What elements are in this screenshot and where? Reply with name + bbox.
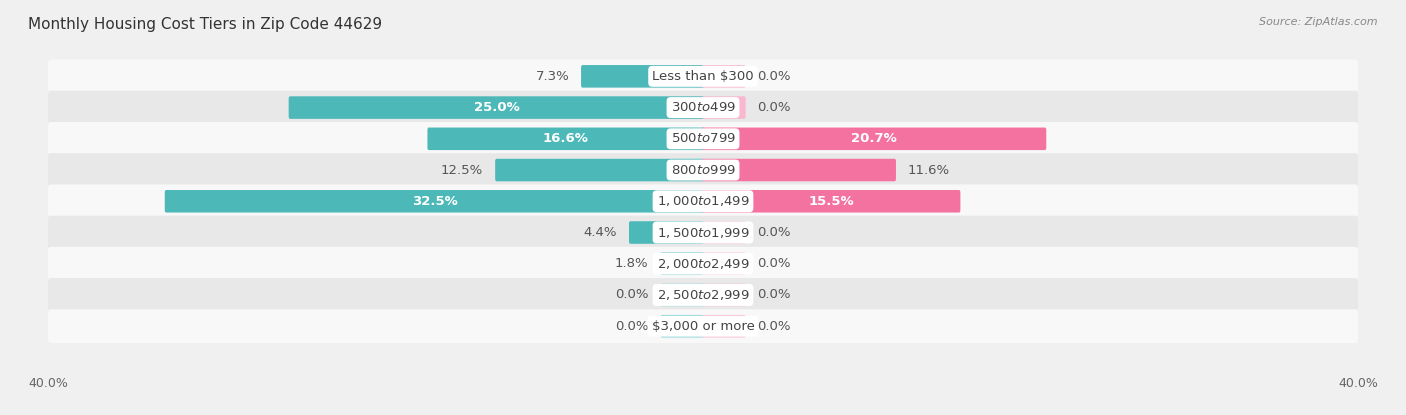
Text: 0.0%: 0.0% <box>614 288 648 301</box>
Text: 11.6%: 11.6% <box>908 164 950 176</box>
FancyBboxPatch shape <box>48 216 1358 249</box>
FancyBboxPatch shape <box>702 190 960 212</box>
Text: 0.0%: 0.0% <box>758 101 792 114</box>
FancyBboxPatch shape <box>702 65 745 88</box>
Text: 0.0%: 0.0% <box>758 226 792 239</box>
FancyBboxPatch shape <box>702 221 745 244</box>
FancyBboxPatch shape <box>661 252 704 275</box>
FancyBboxPatch shape <box>165 190 704 212</box>
Text: 1.8%: 1.8% <box>614 257 648 270</box>
FancyBboxPatch shape <box>702 252 745 275</box>
Text: $2,500 to $2,999: $2,500 to $2,999 <box>657 288 749 302</box>
Text: $2,000 to $2,499: $2,000 to $2,499 <box>657 257 749 271</box>
Text: Source: ZipAtlas.com: Source: ZipAtlas.com <box>1260 17 1378 27</box>
FancyBboxPatch shape <box>702 96 745 119</box>
Text: 0.0%: 0.0% <box>614 320 648 333</box>
Text: Less than $300: Less than $300 <box>652 70 754 83</box>
Text: Monthly Housing Cost Tiers in Zip Code 44629: Monthly Housing Cost Tiers in Zip Code 4… <box>28 17 382 32</box>
Text: 12.5%: 12.5% <box>441 164 484 176</box>
FancyBboxPatch shape <box>702 159 896 181</box>
FancyBboxPatch shape <box>48 309 1358 343</box>
FancyBboxPatch shape <box>702 315 745 337</box>
FancyBboxPatch shape <box>48 122 1358 156</box>
Text: $800 to $999: $800 to $999 <box>671 164 735 176</box>
Text: 40.0%: 40.0% <box>28 377 67 390</box>
Text: $3,000 or more: $3,000 or more <box>651 320 755 333</box>
FancyBboxPatch shape <box>48 184 1358 218</box>
FancyBboxPatch shape <box>495 159 704 181</box>
Text: 25.0%: 25.0% <box>474 101 519 114</box>
FancyBboxPatch shape <box>661 284 704 306</box>
FancyBboxPatch shape <box>427 127 704 150</box>
Text: 15.5%: 15.5% <box>808 195 853 208</box>
FancyBboxPatch shape <box>48 91 1358 124</box>
Text: $300 to $499: $300 to $499 <box>671 101 735 114</box>
Text: 0.0%: 0.0% <box>758 320 792 333</box>
Text: 0.0%: 0.0% <box>758 70 792 83</box>
Text: 4.4%: 4.4% <box>583 226 617 239</box>
Text: 32.5%: 32.5% <box>412 195 457 208</box>
FancyBboxPatch shape <box>48 278 1358 312</box>
FancyBboxPatch shape <box>628 221 704 244</box>
Text: 0.0%: 0.0% <box>758 257 792 270</box>
FancyBboxPatch shape <box>702 127 1046 150</box>
Text: 0.0%: 0.0% <box>758 288 792 301</box>
FancyBboxPatch shape <box>48 59 1358 93</box>
Text: 7.3%: 7.3% <box>536 70 569 83</box>
Text: $1,500 to $1,999: $1,500 to $1,999 <box>657 225 749 239</box>
Text: 16.6%: 16.6% <box>543 132 589 145</box>
Text: 20.7%: 20.7% <box>851 132 897 145</box>
FancyBboxPatch shape <box>288 96 704 119</box>
FancyBboxPatch shape <box>581 65 704 88</box>
FancyBboxPatch shape <box>48 247 1358 281</box>
FancyBboxPatch shape <box>702 284 745 306</box>
Text: 40.0%: 40.0% <box>1339 377 1378 390</box>
FancyBboxPatch shape <box>661 315 704 337</box>
Text: $1,000 to $1,499: $1,000 to $1,499 <box>657 194 749 208</box>
FancyBboxPatch shape <box>48 153 1358 187</box>
Text: $500 to $799: $500 to $799 <box>671 132 735 145</box>
